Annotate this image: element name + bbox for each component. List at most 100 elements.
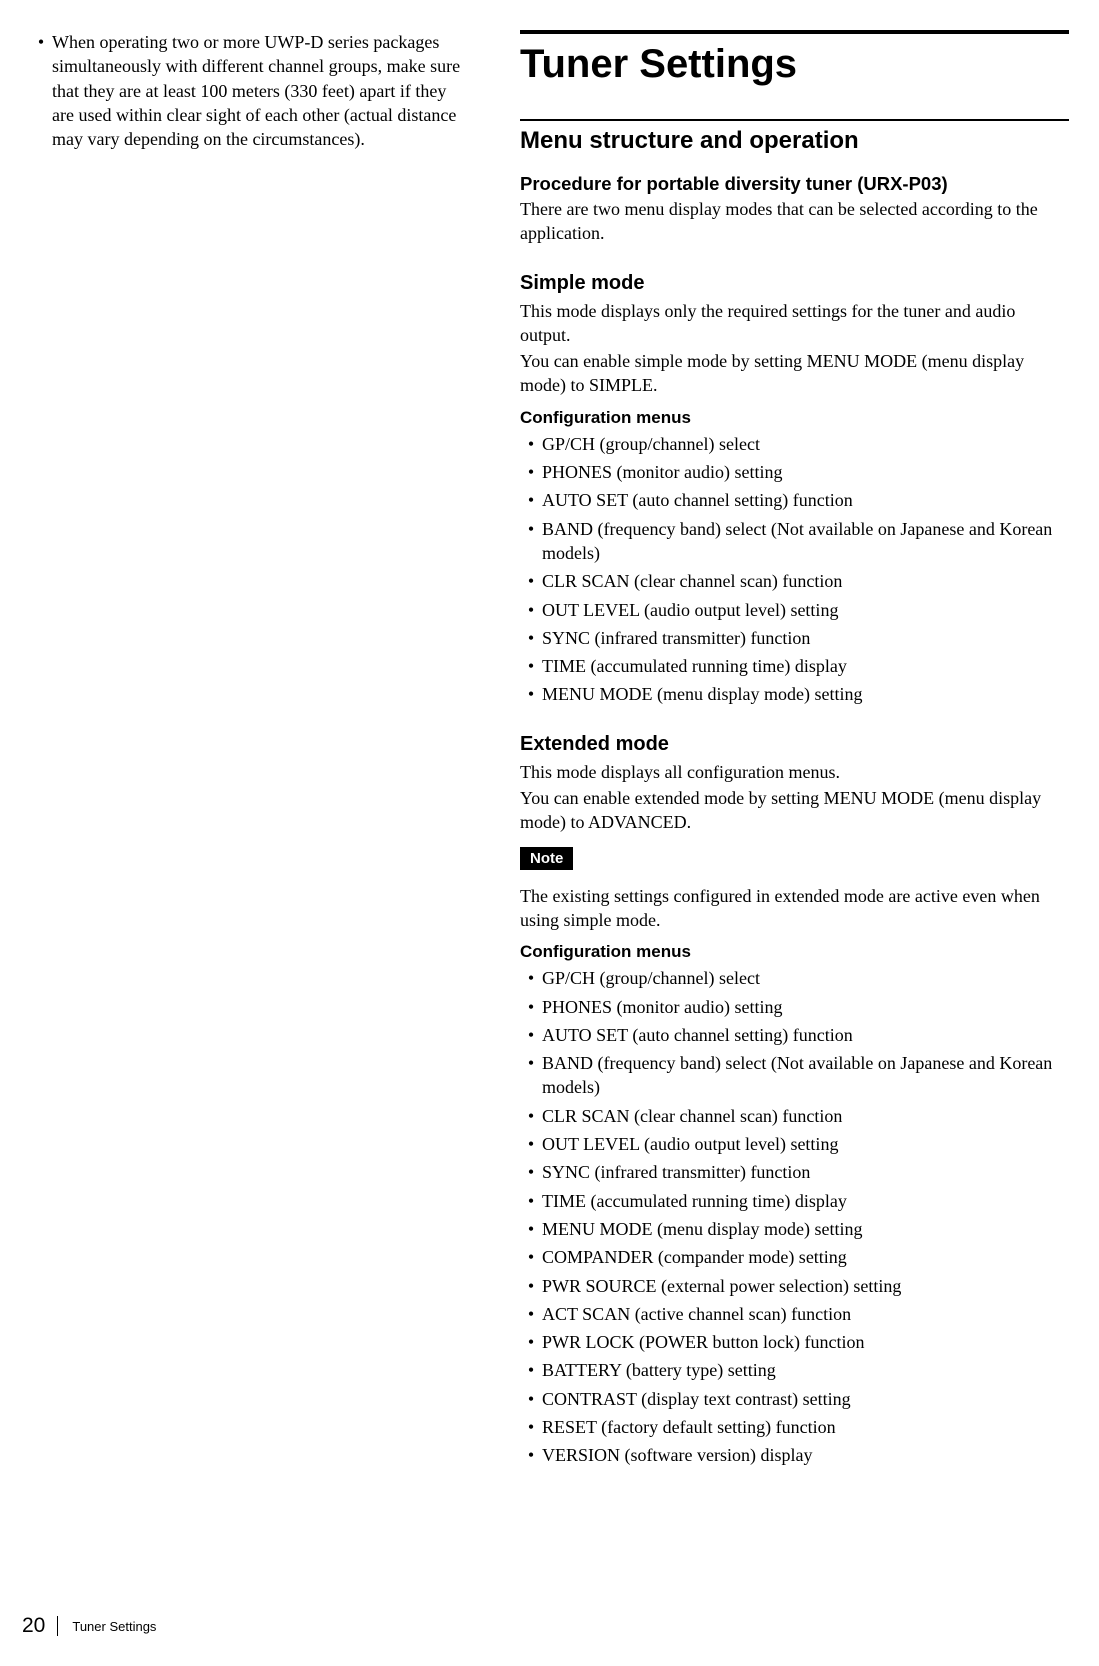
bullet-dot-icon: • bbox=[520, 1245, 542, 1269]
bullet-dot-icon: • bbox=[520, 1330, 542, 1354]
page-content: • When operating two or more UWP-D serie… bbox=[0, 0, 1099, 1474]
page-number: 20 bbox=[22, 1614, 57, 1638]
list-item: •COMPANDER (compander mode) setting bbox=[520, 1245, 1069, 1269]
bullet-dot-icon: • bbox=[520, 460, 542, 484]
list-item: •TIME (accumulated running time) display bbox=[520, 654, 1069, 678]
list-item-text: CONTRAST (display text contrast) setting bbox=[542, 1387, 1069, 1411]
bullet-dot-icon: • bbox=[520, 1104, 542, 1128]
list-item-text: ACT SCAN (active channel scan) function bbox=[542, 1302, 1069, 1326]
list-item: •MENU MODE (menu display mode) setting bbox=[520, 1217, 1069, 1241]
bullet-dot-icon: • bbox=[520, 432, 542, 456]
list-item: •PWR SOURCE (external power selection) s… bbox=[520, 1274, 1069, 1298]
list-item: •ACT SCAN (active channel scan) function bbox=[520, 1302, 1069, 1326]
list-item: •AUTO SET (auto channel setting) functio… bbox=[520, 1023, 1069, 1047]
list-item-text: VERSION (software version) display bbox=[542, 1443, 1069, 1467]
page-title: Tuner Settings bbox=[520, 42, 1069, 87]
list-item-text: SYNC (infrared transmitter) function bbox=[542, 626, 1069, 650]
list-item: •BAND (frequency band) select (Not avail… bbox=[520, 1051, 1069, 1100]
bullet-dot-icon: • bbox=[520, 995, 542, 1019]
footer-section-title: Tuner Settings bbox=[72, 1619, 156, 1634]
procedure-heading: Procedure for portable diversity tuner (… bbox=[520, 173, 1069, 195]
list-item-text: AUTO SET (auto channel setting) function bbox=[542, 488, 1069, 512]
simple-config-list: •GP/CH (group/channel) select•PHONES (mo… bbox=[520, 432, 1069, 707]
bullet-dot-icon: • bbox=[520, 1415, 542, 1439]
list-item: •GP/CH (group/channel) select bbox=[520, 966, 1069, 990]
list-item: •PHONES (monitor audio) setting bbox=[520, 995, 1069, 1019]
list-item-text: CLR SCAN (clear channel scan) function bbox=[542, 1104, 1069, 1128]
bullet-dot-icon: • bbox=[520, 1302, 542, 1326]
page-footer: 20 Tuner Settings bbox=[22, 1614, 156, 1638]
list-item-text: TIME (accumulated running time) display bbox=[542, 1189, 1069, 1213]
extended-config-list: •GP/CH (group/channel) select•PHONES (mo… bbox=[520, 966, 1069, 1467]
bullet-dot-icon: • bbox=[520, 1217, 542, 1241]
list-item-text: MENU MODE (menu display mode) setting bbox=[542, 1217, 1069, 1241]
list-item-text: PHONES (monitor audio) setting bbox=[542, 995, 1069, 1019]
list-item: •BAND (frequency band) select (Not avail… bbox=[520, 517, 1069, 566]
list-item: •CLR SCAN (clear channel scan) function bbox=[520, 1104, 1069, 1128]
bullet-dot-icon: • bbox=[520, 1443, 542, 1467]
bullet-dot-icon: • bbox=[520, 517, 542, 566]
simple-config-heading: Configuration menus bbox=[520, 408, 1069, 428]
list-item-text: PWR SOURCE (external power selection) se… bbox=[542, 1274, 1069, 1298]
extended-mode-heading: Extended mode bbox=[520, 733, 1069, 756]
bullet-dot-icon: • bbox=[520, 1023, 542, 1047]
bullet-dot-icon: • bbox=[520, 1274, 542, 1298]
bullet-dot-icon: • bbox=[520, 598, 542, 622]
list-item-text: AUTO SET (auto channel setting) function bbox=[542, 1023, 1069, 1047]
list-item: •PHONES (monitor audio) setting bbox=[520, 460, 1069, 484]
right-column: Tuner Settings Menu structure and operat… bbox=[520, 30, 1069, 1474]
note-body: The existing settings configured in exte… bbox=[520, 884, 1069, 933]
list-item-text: BATTERY (battery type) setting bbox=[542, 1358, 1069, 1382]
list-item: •RESET (factory default setting) functio… bbox=[520, 1415, 1069, 1439]
list-item-text: BAND (frequency band) select (Not availa… bbox=[542, 1051, 1069, 1100]
list-item: •SYNC (infrared transmitter) function bbox=[520, 1160, 1069, 1184]
list-item: •BATTERY (battery type) setting bbox=[520, 1358, 1069, 1382]
bullet-dot-icon: • bbox=[520, 682, 542, 706]
list-item-text: BAND (frequency band) select (Not availa… bbox=[542, 517, 1069, 566]
simple-body-1: This mode displays only the required set… bbox=[520, 299, 1069, 348]
bullet-dot-icon: • bbox=[520, 569, 542, 593]
list-item: •CLR SCAN (clear channel scan) function bbox=[520, 569, 1069, 593]
list-item: •MENU MODE (menu display mode) setting bbox=[520, 682, 1069, 706]
simple-body-2: You can enable simple mode by setting ME… bbox=[520, 349, 1069, 398]
list-item: •SYNC (infrared transmitter) function bbox=[520, 626, 1069, 650]
list-item-text: GP/CH (group/channel) select bbox=[542, 432, 1069, 456]
extended-body-1: This mode displays all configuration men… bbox=[520, 760, 1069, 784]
list-item-text: RESET (factory default setting) function bbox=[542, 1415, 1069, 1439]
footer-divider bbox=[57, 1616, 58, 1636]
list-item-text: PHONES (monitor audio) setting bbox=[542, 460, 1069, 484]
h1-rule bbox=[520, 30, 1069, 34]
list-item: •CONTRAST (display text contrast) settin… bbox=[520, 1387, 1069, 1411]
left-bullet-text: When operating two or more UWP-D series … bbox=[52, 30, 470, 151]
bullet-dot-icon: • bbox=[520, 488, 542, 512]
list-item-text: COMPANDER (compander mode) setting bbox=[542, 1245, 1069, 1269]
bullet-dot-icon: • bbox=[520, 654, 542, 678]
left-bullet-item: • When operating two or more UWP-D serie… bbox=[30, 30, 470, 151]
simple-mode-heading: Simple mode bbox=[520, 272, 1069, 295]
list-item-text: PWR LOCK (POWER button lock) function bbox=[542, 1330, 1069, 1354]
list-item: •OUT LEVEL (audio output level) setting bbox=[520, 1132, 1069, 1156]
extended-config-heading: Configuration menus bbox=[520, 942, 1069, 962]
bullet-dot-icon: • bbox=[520, 626, 542, 650]
bullet-dot-icon: • bbox=[520, 1051, 542, 1100]
section-heading: Menu structure and operation bbox=[520, 127, 1069, 155]
list-item: •TIME (accumulated running time) display bbox=[520, 1189, 1069, 1213]
list-item: •GP/CH (group/channel) select bbox=[520, 432, 1069, 456]
bullet-dot-icon: • bbox=[520, 1160, 542, 1184]
extended-body-2: You can enable extended mode by setting … bbox=[520, 786, 1069, 835]
list-item-text: MENU MODE (menu display mode) setting bbox=[542, 682, 1069, 706]
list-item-text: OUT LEVEL (audio output level) setting bbox=[542, 1132, 1069, 1156]
list-item: •PWR LOCK (POWER button lock) function bbox=[520, 1330, 1069, 1354]
bullet-dot-icon: • bbox=[520, 1358, 542, 1382]
list-item-text: OUT LEVEL (audio output level) setting bbox=[542, 598, 1069, 622]
list-item-text: SYNC (infrared transmitter) function bbox=[542, 1160, 1069, 1184]
list-item-text: GP/CH (group/channel) select bbox=[542, 966, 1069, 990]
note-badge: Note bbox=[520, 847, 573, 870]
procedure-body: There are two menu display modes that ca… bbox=[520, 197, 1069, 246]
bullet-dot-icon: • bbox=[520, 966, 542, 990]
list-item-text: TIME (accumulated running time) display bbox=[542, 654, 1069, 678]
list-item: •AUTO SET (auto channel setting) functio… bbox=[520, 488, 1069, 512]
list-item-text: CLR SCAN (clear channel scan) function bbox=[542, 569, 1069, 593]
list-item: •VERSION (software version) display bbox=[520, 1443, 1069, 1467]
bullet-dot-icon: • bbox=[520, 1132, 542, 1156]
